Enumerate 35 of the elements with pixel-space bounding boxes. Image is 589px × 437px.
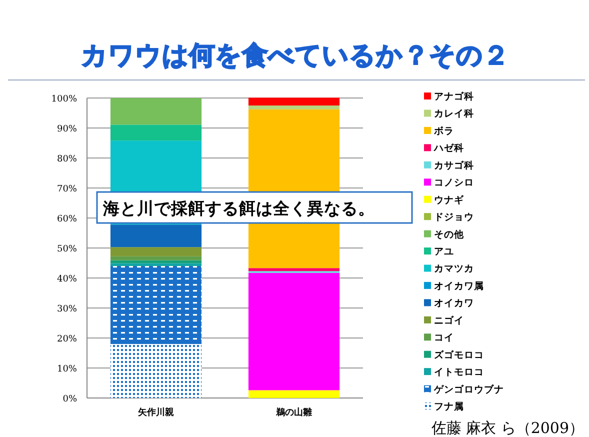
y-tick-label: 70% bbox=[56, 184, 78, 194]
legend-label: ウナギ bbox=[434, 194, 465, 206]
legend-label: イトモロコ bbox=[434, 367, 484, 378]
legend-label: オイカワ bbox=[434, 298, 474, 310]
y-tick-label: 90% bbox=[56, 124, 78, 134]
legend-label: コノシロ bbox=[434, 178, 474, 189]
legend-label: カレイ科 bbox=[434, 108, 474, 120]
x-tick-label: 矢作川親 bbox=[137, 407, 174, 418]
y-tick-label: 20% bbox=[56, 334, 78, 344]
legend-label: カサゴ科 bbox=[434, 159, 474, 172]
legend-label: フナ属 bbox=[434, 400, 464, 412]
legend-label: ボラ bbox=[433, 124, 454, 137]
chart-title: カワウは何を食べているか？その２ bbox=[81, 41, 509, 71]
y-tick-label: 30% bbox=[56, 304, 78, 314]
y-tick-label: 10% bbox=[56, 364, 78, 374]
text: 佐藤 麻衣 ら（2009） bbox=[431, 419, 584, 437]
legend-label: ニゴイ bbox=[434, 314, 464, 326]
annotation: 海と川で採餌する餌は全く異なる。 bbox=[102, 199, 375, 218]
legend-label: オイカワ属 bbox=[434, 280, 484, 292]
legend-label: コイ bbox=[434, 332, 454, 344]
y-tick-label: 40% bbox=[56, 274, 78, 284]
legend-label: ズゴモロコ bbox=[434, 348, 484, 361]
y-tick-label: 100% bbox=[51, 94, 78, 104]
y-tick-label: 50% bbox=[56, 244, 78, 254]
legend-label: カマツカ bbox=[434, 264, 474, 275]
legend-label: その他 bbox=[434, 228, 465, 240]
y-tick-label: 60% bbox=[56, 214, 78, 224]
legend-label: ドジョウ bbox=[434, 212, 474, 224]
legend-label: アユ bbox=[434, 246, 454, 258]
x-tick-label: 鵜の山雛 bbox=[275, 407, 312, 418]
y-tick-label: 0% bbox=[62, 394, 78, 404]
legend-label: アナゴ科 bbox=[434, 90, 474, 102]
y-tick-label: 80% bbox=[56, 154, 78, 164]
legend-label: ゲンゴロウブナ bbox=[433, 383, 504, 396]
legend-label: ハゼ科 bbox=[433, 142, 464, 154]
